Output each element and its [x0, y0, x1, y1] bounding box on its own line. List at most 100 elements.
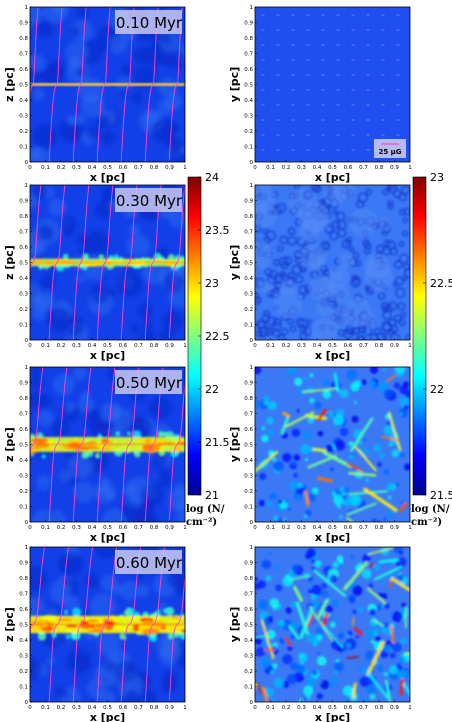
y-tick-label: 1 [25, 365, 29, 371]
y-tick-label: 0.7 [244, 230, 253, 236]
x-tick-label: 0.7 [359, 705, 368, 711]
edge-on-panel-4: 0.50 Myr 0 0.1 0.2 0.3 0.4 0.5 0.6 0.7 0.8 0.9 1 0 0.… [3, 365, 187, 544]
y-tick-label: 0.3 [244, 114, 253, 120]
y-tick-label: 0.6 [19, 67, 28, 73]
x-tick-label: 1 [408, 165, 412, 171]
x-tick-label: 0 [253, 705, 257, 711]
y-tick-label: 0.3 [244, 654, 253, 660]
x-axis-label: x [pc] [315, 349, 350, 362]
field-line [30, 367, 44, 456]
field-line [30, 547, 45, 634]
x-tick-label: 0.5 [103, 525, 112, 531]
x-tick-label: 0.4 [313, 343, 322, 349]
y-tick-label: 0.2 [244, 489, 253, 495]
field-line [144, 7, 159, 162]
x-tick-label: 0.1 [266, 705, 275, 711]
colorbar-title-line2: cm⁻²) [411, 517, 442, 528]
y-tick-label: 1 [250, 5, 254, 11]
y-axis-label: z [pc] [3, 607, 16, 642]
x-tick-label: 0.6 [119, 525, 128, 531]
y-tick-label: 0.8 [19, 214, 28, 220]
y-tick-label: 0.6 [19, 607, 28, 613]
field-line [120, 185, 138, 340]
y-axis-label: z [pc] [3, 67, 16, 102]
x-tick-label: 0.7 [134, 343, 143, 349]
colorbar-tick-label: 22 [205, 383, 219, 396]
x-tick-label: 0.1 [41, 525, 50, 531]
y-tick-label: 0.1 [244, 505, 253, 511]
y-tick-label: 0.7 [244, 52, 253, 58]
y-tick-label: 0.2 [19, 489, 28, 495]
face-on-panel-7: 0 0.1 0.2 0.3 0.4 0.5 0.6 0.7 0.8 0.9 1 0 0.1 0.2 0.3 0… [228, 545, 412, 722]
field-line [168, 379, 185, 522]
colorbar-title-line2: cm⁻²) [186, 517, 217, 528]
y-tick-label: 0.5 [19, 443, 28, 449]
time-label: 0.10 Myr [116, 14, 183, 32]
x-tick-label: 0.4 [88, 705, 97, 711]
field-line [48, 367, 68, 522]
y-tick-label: 0.6 [244, 245, 253, 251]
field-line [144, 367, 164, 522]
x-tick-label: 0.6 [344, 705, 353, 711]
x-tick-label: 0.2 [282, 343, 291, 349]
colorbar-tick-label: 21.5 [430, 489, 452, 502]
y-tick-label: 0.7 [19, 52, 28, 58]
y-tick-label: 0.3 [244, 292, 253, 298]
field-line [96, 185, 114, 340]
y-tick-label: 0.4 [244, 638, 253, 644]
x-tick-label: 0.9 [390, 343, 399, 349]
y-tick-label: 0 [25, 338, 29, 344]
y-tick-label: 0 [250, 520, 254, 526]
y-tick-label: 0.9 [244, 199, 253, 205]
x-tick-label: 0.4 [313, 525, 322, 531]
x-tick-label: 0 [253, 165, 257, 171]
field-line [168, 7, 183, 162]
y-tick-label: 0.1 [19, 505, 28, 511]
y-tick-label: 0.1 [244, 323, 253, 329]
x-tick-label: 0.1 [266, 343, 275, 349]
y-tick-label: 0.9 [19, 561, 28, 567]
y-tick-label: 0.6 [244, 67, 253, 73]
x-tick-label: 0.6 [344, 165, 353, 171]
colorbar-tick-label: 21 [205, 489, 219, 502]
x-tick-label: 0.8 [375, 705, 384, 711]
y-tick-label: 0.7 [19, 412, 28, 418]
x-tick-label: 0 [253, 343, 257, 349]
x-tick-label: 0.2 [282, 525, 291, 531]
x-tick-label: 0.6 [344, 525, 353, 531]
colorbar-tick-label: 22.5 [205, 330, 230, 343]
y-tick-label: 0.4 [244, 276, 253, 282]
x-tick-label: 0.9 [390, 525, 399, 531]
x-tick-label: 0.4 [88, 343, 97, 349]
dense-layer [30, 252, 185, 272]
x-tick-label: 0.5 [103, 705, 112, 711]
y-tick-label: 0.8 [244, 36, 253, 42]
face-on-panel-5: 0 0.1 0.2 0.3 0.4 0.5 0.6 0.7 0.8 0.9 1 0 0.1 0.2 0.3 0… [228, 365, 412, 544]
x-tick-label: 0.7 [359, 165, 368, 171]
x-tick-label: 0.9 [165, 165, 174, 171]
structure [255, 547, 410, 702]
x-tick-label: 1 [408, 343, 412, 349]
field-line [120, 547, 142, 702]
y-tick-label: 0.4 [244, 458, 253, 464]
y-tick-label: 0.7 [244, 592, 253, 598]
x-tick-label: 0.3 [72, 525, 81, 531]
x-axis-label: x [pc] [90, 171, 125, 184]
time-label-box: 0.60 Myr [115, 550, 183, 574]
colorbar-tick-label: 23 [205, 277, 219, 290]
field-line [72, 7, 87, 162]
x-axis-label: x [pc] [315, 531, 350, 544]
dense-layer [30, 430, 185, 459]
y-axis-label: y [pc] [228, 607, 241, 642]
x-tick-label: 0.1 [266, 525, 275, 531]
y-tick-label: 0.7 [19, 592, 28, 598]
field-line [72, 547, 93, 702]
x-tick-label: 0.9 [165, 343, 174, 349]
y-tick-label: 0.3 [19, 114, 28, 120]
field-line [48, 547, 69, 702]
y-tick-label: 0.6 [19, 427, 28, 433]
y-tick-label: 0.1 [19, 145, 28, 151]
x-tick-label: 0.7 [134, 165, 143, 171]
y-tick-label: 0.6 [19, 245, 28, 251]
y-tick-label: 0.1 [244, 685, 253, 691]
